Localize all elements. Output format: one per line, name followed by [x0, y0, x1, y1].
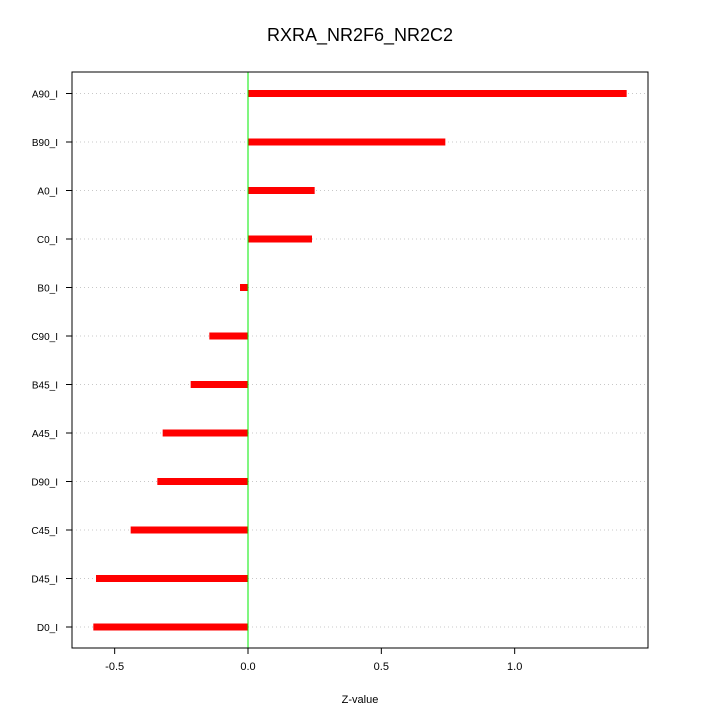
- y-tick-label: A45_I: [32, 429, 58, 440]
- bar-d45-i: [96, 575, 248, 582]
- x-tick-label: -0.5: [105, 661, 124, 673]
- chart-title: RXRA_NR2F6_NR2C2: [267, 25, 453, 46]
- bar-a45-i: [162, 429, 248, 437]
- x-tick-label: 1.0: [507, 661, 522, 673]
- bar-d0-i: [93, 623, 248, 631]
- y-axis: A90_I B90_I A0_I C0_I B0_I C90_I B45_I A45_I D90…: [31, 90, 72, 634]
- y-tick-label: D90_I: [31, 478, 58, 489]
- bar-b0-i: [240, 284, 248, 291]
- x-axis: -0.5 0.0 0.5 1.0: [105, 647, 522, 673]
- y-tick-label: C0_I: [37, 235, 58, 246]
- bar-b45-i: [190, 381, 248, 388]
- y-tick-label: D0_I: [37, 623, 58, 634]
- grid-lines: [72, 93, 648, 628]
- plot-frame: [71, 71, 649, 649]
- y-tick-label: D45_I: [31, 575, 58, 586]
- y-tick-label: B90_I: [32, 138, 58, 149]
- bar-d90-i: [157, 478, 248, 485]
- x-tick-label: 0.5: [374, 661, 389, 673]
- y-tick-label: B0_I: [37, 284, 58, 295]
- x-axis-label: Z-value: [342, 694, 379, 706]
- y-tick-label: C45_I: [31, 526, 58, 537]
- bar-b90-i: [248, 138, 446, 146]
- y-tick-label: A90_I: [32, 90, 58, 101]
- bar-a90-i: [248, 90, 627, 97]
- y-tick-label: A0_I: [37, 187, 58, 198]
- bar-a0-i: [248, 187, 315, 194]
- bar-c90-i: [209, 332, 248, 340]
- y-tick-label: C90_I: [31, 332, 58, 343]
- bars: [93, 90, 627, 631]
- y-tick-label: B45_I: [32, 381, 58, 392]
- bar-c45-i: [130, 526, 248, 534]
- x-tick-label: 0.0: [240, 661, 255, 673]
- bar-c0-i: [248, 235, 312, 243]
